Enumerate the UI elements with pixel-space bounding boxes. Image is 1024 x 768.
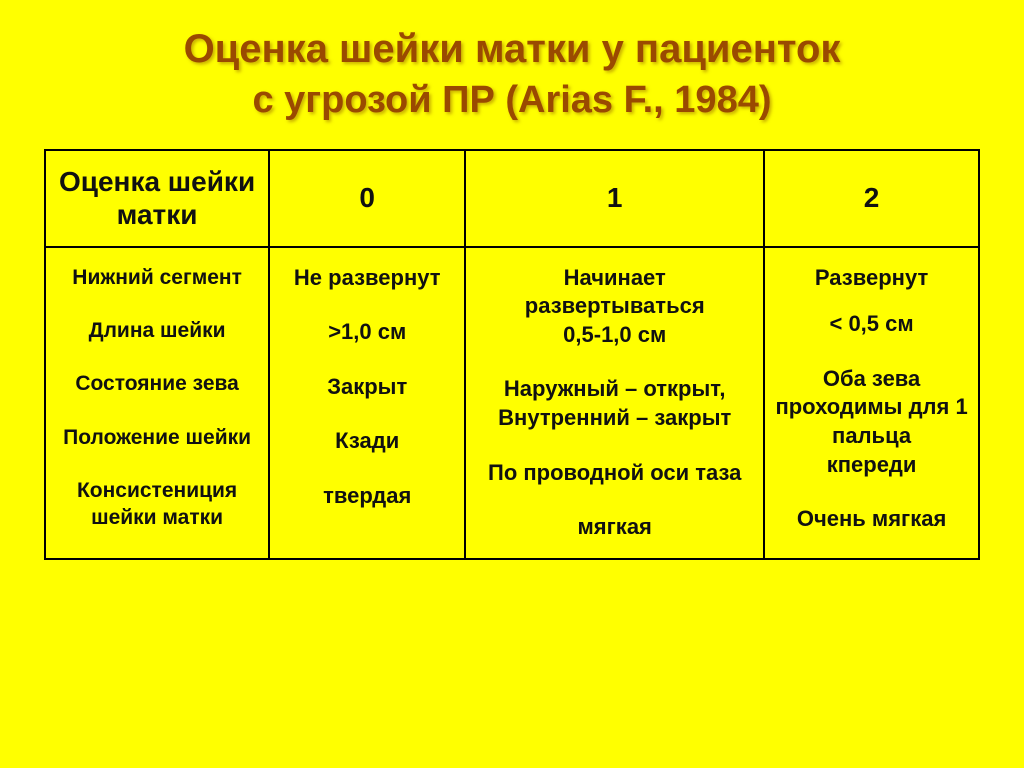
slide-title: Оценка шейки матки у пациенток с угрозой… bbox=[44, 24, 980, 125]
cell-value: Начинает развертываться bbox=[474, 264, 755, 321]
cell-value: >1,0 см bbox=[278, 318, 456, 347]
title-line1: Оценка шейки матки у пациенток bbox=[184, 27, 841, 71]
cell-value: По проводной оси таза bbox=[474, 459, 755, 488]
cell-value: < 0,5 см bbox=[773, 310, 970, 339]
cell-value: Закрыт bbox=[278, 373, 456, 402]
cell-value: мягкая bbox=[474, 513, 755, 542]
cell-value: Кзади bbox=[278, 427, 456, 456]
row-label: Консистениция шейки матки bbox=[54, 477, 260, 532]
cell-value: Очень мягкая bbox=[773, 505, 970, 534]
row-label: Длина шейки bbox=[54, 317, 260, 344]
table-row: Нижний сегмент Длина шейки Состояние зев… bbox=[45, 247, 979, 559]
cell-value: Внутренний – закрыт bbox=[474, 404, 755, 433]
cell-value: твердая bbox=[278, 482, 456, 511]
header-score-0: 0 bbox=[269, 150, 465, 247]
score1-cell: Начинает развертываться 0,5-1,0 см Наруж… bbox=[465, 247, 764, 559]
table-header-row: Оценка шейки матки 0 1 2 bbox=[45, 150, 979, 247]
cell-value: 0,5-1,0 см bbox=[474, 321, 755, 350]
row-label: Положение шейки bbox=[54, 424, 260, 451]
header-score-1: 1 bbox=[465, 150, 764, 247]
header-criteria: Оценка шейки матки bbox=[45, 150, 269, 247]
title-line2: с угрозой ПР bbox=[252, 79, 505, 121]
cell-value: Не развернут bbox=[278, 264, 456, 293]
score2-cell: Развернут < 0,5 см Оба зева проходимы дл… bbox=[764, 247, 979, 559]
cell-value: кпереди bbox=[773, 451, 970, 480]
title-ref: (Arias F., 1984) bbox=[505, 79, 771, 121]
row-label: Состояние зева bbox=[54, 370, 260, 397]
cervix-assessment-table: Оценка шейки матки 0 1 2 Нижний сегмент … bbox=[44, 149, 980, 560]
cell-value: Развернут bbox=[773, 264, 970, 293]
score0-cell: Не развернут >1,0 см Закрыт Кзади тверда… bbox=[269, 247, 465, 559]
header-score-2: 2 bbox=[764, 150, 979, 247]
row-label: Нижний сегмент bbox=[54, 264, 260, 291]
cell-value: Наружный – открыт, bbox=[474, 375, 755, 404]
cell-value: Оба зева проходимы для 1 пальца bbox=[773, 365, 970, 451]
criteria-cell: Нижний сегмент Длина шейки Состояние зев… bbox=[45, 247, 269, 559]
